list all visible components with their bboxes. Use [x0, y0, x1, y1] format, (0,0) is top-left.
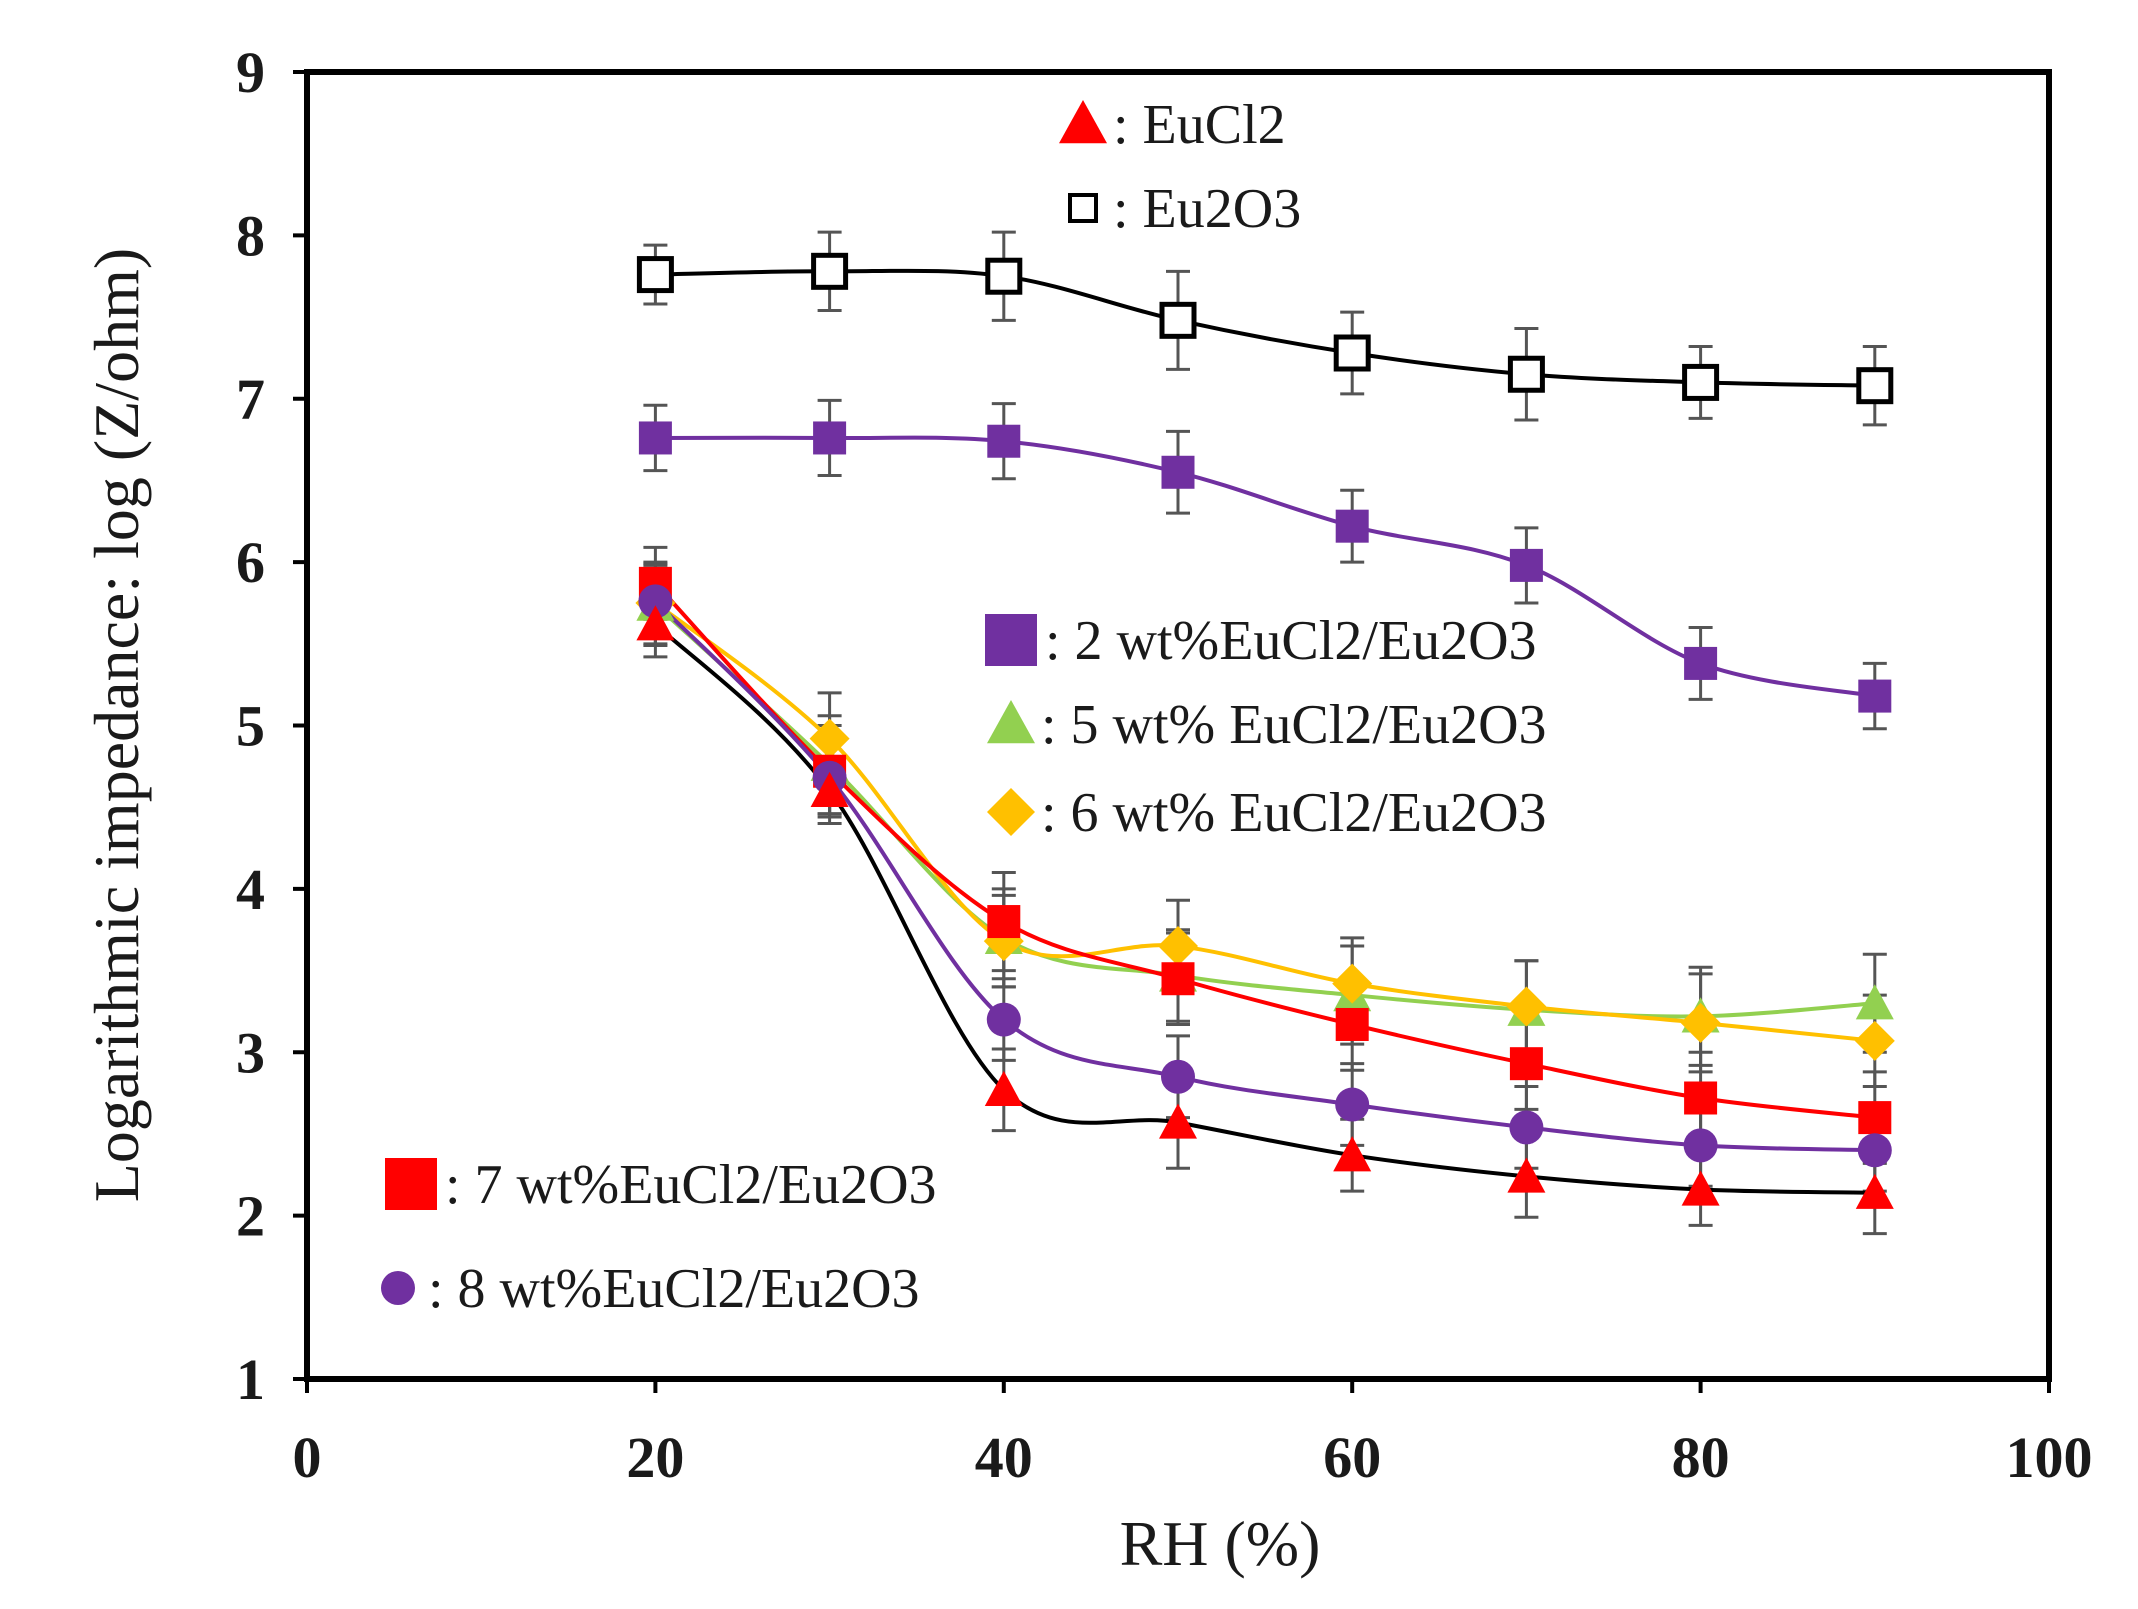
data-point-eu2o3	[636, 256, 674, 294]
data-point-eu2o3	[811, 252, 849, 290]
data-point-7-wt-eucl2-eu2o3	[987, 905, 1021, 939]
data-point-2-wt-eucl2-eu2o3	[1161, 455, 1195, 489]
y-tick-label: 1	[236, 1347, 265, 1412]
y-tick-label: 2	[236, 1184, 265, 1249]
y-tick-label: 8	[236, 203, 265, 268]
legend-label-eu2o3: : Eu2O3	[1113, 178, 1301, 240]
data-point-8-wt-eucl2-eu2o3	[986, 1002, 1021, 1037]
data-point-7-wt-eucl2-eu2o3	[1684, 1081, 1718, 1115]
data-point-2-wt-eucl2-eu2o3	[638, 421, 672, 455]
data-point-8-wt-eucl2-eu2o3	[1335, 1087, 1370, 1122]
series-line-eu2o3	[655, 268, 1875, 388]
series-markers	[635, 252, 1895, 1209]
data-point-8-wt-eucl2-eu2o3	[1161, 1059, 1195, 1094]
data-point-eu2o3	[985, 257, 1023, 295]
data-point-eu2o3	[1507, 355, 1545, 393]
data-point-6-wt-eucl2-eu2o3	[809, 718, 850, 759]
legend-marker-6-wt-eucl2-eu2o3	[987, 788, 1035, 836]
data-point-6-wt-eucl2-eu2o3	[1158, 926, 1198, 967]
y-tick-label: 6	[236, 530, 265, 595]
data-point-2-wt-eucl2-eu2o3	[1335, 509, 1369, 543]
legend-entry-5-wt-eucl2-eu2o3: : 5 wt% EuCl2/Eu2O3	[987, 694, 1547, 756]
data-point-eucl2	[1855, 1173, 1894, 1209]
legend-marker-eucl2	[1059, 100, 1107, 144]
data-point-eu2o3	[1856, 367, 1894, 405]
legend-label-7-wt-eucl2-eu2o3: : 7 wt%EuCl2/Eu2O3	[445, 1154, 937, 1216]
data-point-6-wt-eucl2-eu2o3	[1854, 1020, 1895, 1061]
y-tick-label: 9	[236, 40, 265, 105]
data-point-8-wt-eucl2-eu2o3	[638, 584, 673, 619]
legend-label-2-wt-eucl2-eu2o3: : 2 wt%EuCl2/Eu2O3	[1045, 610, 1537, 672]
data-point-eu2o3	[1333, 334, 1371, 372]
legend-entry-8-wt-eucl2-eu2o3: : 8 wt%EuCl2/Eu2O3	[381, 1258, 920, 1320]
x-tick-label: 0	[293, 1425, 322, 1490]
data-point-eucl2	[810, 771, 849, 807]
y-tick-label: 7	[236, 367, 265, 432]
data-point-2-wt-eucl2-eu2o3	[1509, 548, 1543, 582]
data-point-eucl2	[1333, 1136, 1372, 1172]
x-tick-label: 80	[1672, 1425, 1730, 1490]
x-tick-label: 40	[975, 1425, 1033, 1490]
x-tick-label: 100	[2006, 1425, 2093, 1490]
x-tick-label: 60	[1323, 1425, 1381, 1490]
series-line-2-wt-eucl2-eu2o3	[655, 435, 1876, 699]
data-point-2-wt-eucl2-eu2o3	[1858, 679, 1892, 713]
x-axis-label: RH (%)	[1120, 1508, 1321, 1579]
data-point-2-wt-eucl2-eu2o3	[987, 424, 1021, 458]
series-line-8-wt-eucl2-eu2o3	[653, 599, 1875, 1153]
legend-entry-eucl2: : EuCl2	[1059, 94, 1286, 156]
data-point-8-wt-eucl2-eu2o3	[1509, 1110, 1544, 1145]
data-point-6-wt-eucl2-eu2o3	[1332, 963, 1373, 1004]
legend-entry-6-wt-eucl2-eu2o3: : 6 wt% EuCl2/Eu2O3	[987, 782, 1547, 844]
legend-label-eucl2: : EuCl2	[1113, 94, 1286, 156]
legend-marker-eu2o3	[1068, 193, 1098, 223]
legend-marker-8-wt-eucl2-eu2o3	[381, 1271, 415, 1305]
data-point-2-wt-eucl2-eu2o3	[1684, 646, 1718, 680]
data-point-5-wt-eucl2-eu2o3	[1855, 984, 1894, 1020]
data-point-6-wt-eucl2-eu2o3	[1506, 986, 1547, 1027]
legend-label-6-wt-eucl2-eu2o3: : 6 wt% EuCl2/Eu2O3	[1041, 782, 1547, 844]
legend-label-5-wt-eucl2-eu2o3: : 5 wt% EuCl2/Eu2O3	[1041, 694, 1547, 756]
data-point-7-wt-eucl2-eu2o3	[1335, 1007, 1369, 1041]
data-point-6-wt-eucl2-eu2o3	[1680, 1002, 1721, 1043]
data-point-8-wt-eucl2-eu2o3	[1683, 1128, 1718, 1163]
data-point-eucl2	[636, 605, 675, 641]
legend-entry-eu2o3: : Eu2O3	[1068, 178, 1301, 240]
series-line-6-wt-eucl2-eu2o3	[654, 601, 1876, 1043]
y-tick-label: 3	[236, 1020, 265, 1085]
legend: : Eu2O3 : 2 wt%EuCl2/Eu2O3 : 5 wt% EuCl2/E…	[381, 94, 1547, 1320]
legend-entry-7-wt-eucl2-eu2o3: : 7 wt%EuCl2/Eu2O3	[385, 1154, 937, 1216]
data-point-eucl2	[1507, 1157, 1546, 1193]
legend-marker-2-wt-eucl2-eu2o3	[985, 614, 1037, 666]
y-tick-label: 4	[236, 857, 265, 922]
data-point-7-wt-eucl2-eu2o3	[1509, 1047, 1543, 1081]
legend-marker-7-wt-eucl2-eu2o3	[385, 1158, 437, 1210]
data-point-eu2o3	[1682, 363, 1720, 401]
data-point-7-wt-eucl2-eu2o3	[1858, 1101, 1892, 1135]
data-point-7-wt-eucl2-eu2o3	[1161, 962, 1195, 996]
data-point-2-wt-eucl2-eu2o3	[813, 421, 847, 455]
y-axis-label: Logarithmic impedance: log (Z/ohm)	[81, 248, 152, 1202]
legend-label-8-wt-eucl2-eu2o3: : 8 wt%EuCl2/Eu2O3	[428, 1258, 920, 1320]
legend-entry-2-wt-eucl2-eu2o3: : 2 wt%EuCl2/Eu2O3	[985, 610, 1537, 672]
data-point-eucl2	[1159, 1103, 1197, 1139]
legend-marker-5-wt-eucl2-eu2o3	[987, 700, 1035, 744]
data-point-eucl2	[984, 1070, 1023, 1106]
axis-ticks: 0 20 40 60 80 100 1 2 3 4 5 6 7 8 9	[236, 40, 2093, 1490]
data-point-eu2o3	[1159, 301, 1197, 339]
data-point-8-wt-eucl2-eu2o3	[1857, 1133, 1892, 1168]
data-point-eucl2	[1681, 1170, 1720, 1206]
y-tick-label: 5	[236, 694, 265, 759]
x-tick-label: 20	[626, 1425, 684, 1490]
